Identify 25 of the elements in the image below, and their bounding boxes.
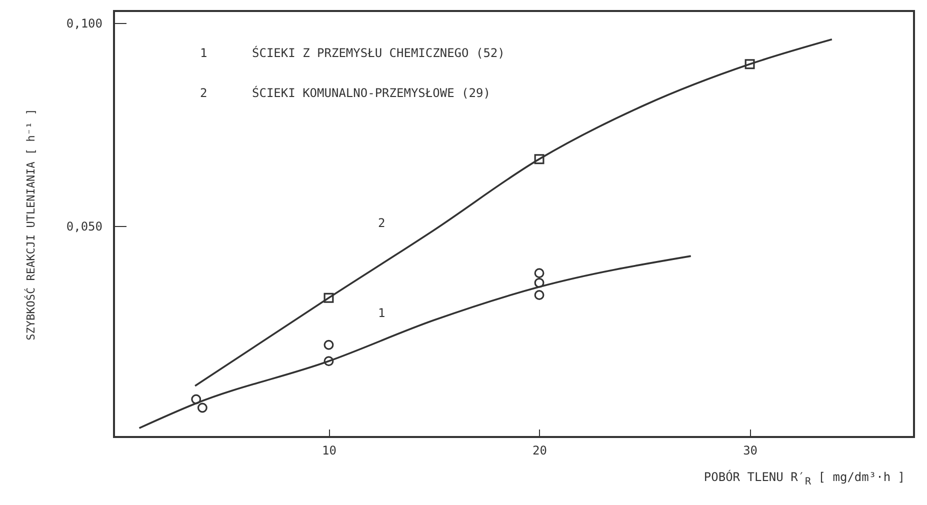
line-series — [138, 255, 692, 429]
y-axis-title: SZYBKOŚĆ REAKCJI UTLENIANIA [ h⁻¹ ] — [23, 108, 38, 340]
annotation: ŚCIEKI KOMUNALNO-PRZEMYSŁOWE (29) — [252, 85, 490, 100]
point — [534, 278, 544, 288]
annotation: 2 — [378, 216, 386, 230]
x-tick-label: 30 — [743, 444, 758, 458]
point — [191, 394, 202, 404]
annotation: 2 — [200, 86, 208, 100]
line-series — [194, 38, 833, 387]
point — [324, 292, 334, 303]
annotation: ŚCIEKI Z PRZEMYSŁU CHEMICZNEGO (52) — [252, 45, 505, 60]
x-tick-label: 20 — [532, 444, 547, 458]
point — [534, 268, 544, 278]
y-tick-label: 0,100 — [66, 16, 102, 31]
point — [324, 340, 334, 350]
x-axis-title: POBÓR TLENU R′$_{R}$ [ mg/dm³·h ] — [704, 470, 905, 488]
point — [534, 290, 544, 300]
annotation: 1 — [200, 46, 208, 60]
x-tick-label: 10 — [322, 444, 336, 458]
y-tick-label: 0,050 — [66, 220, 102, 234]
point — [197, 402, 208, 413]
annotation: 1 — [378, 306, 386, 320]
point — [324, 356, 334, 366]
point — [744, 59, 755, 70]
point — [534, 154, 544, 164]
